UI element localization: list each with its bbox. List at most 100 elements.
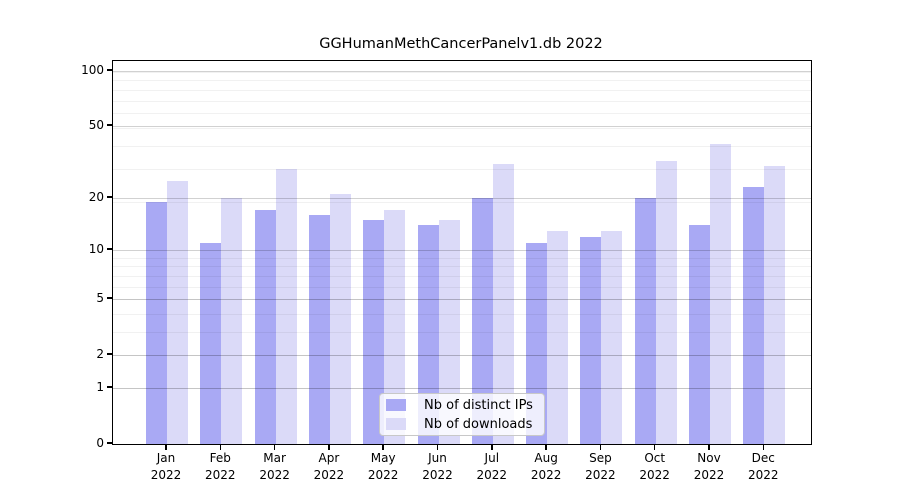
legend: Nb of distinct IPs Nb of downloads bbox=[379, 393, 545, 436]
bar-distinct-ips bbox=[689, 225, 710, 444]
x-tick-month: Nov bbox=[697, 451, 721, 465]
bar-distinct-ips bbox=[146, 201, 167, 444]
x-tick-month: Jul bbox=[484, 451, 500, 465]
x-tick-mark bbox=[436, 444, 439, 450]
chart-title: GGHumanMethCancerPanelv1.db 2022 bbox=[319, 36, 603, 52]
x-tick-year: 2022 bbox=[530, 468, 562, 482]
x-tick-year: 2022 bbox=[476, 468, 508, 482]
x-tick-mark bbox=[273, 444, 276, 450]
gridline-minor bbox=[113, 266, 811, 268]
x-tick-mark bbox=[491, 444, 493, 450]
x-tick-year: 2022 bbox=[693, 468, 725, 482]
legend-label-distinct-ips: Nb of distinct IPs bbox=[424, 397, 533, 413]
x-tick-month: Dec bbox=[751, 451, 775, 465]
gridline-major bbox=[113, 197, 811, 199]
bar-downloads bbox=[710, 143, 731, 444]
legend-swatch-downloads bbox=[386, 418, 406, 430]
gridline-minor bbox=[113, 169, 811, 171]
gridline-minor bbox=[113, 145, 811, 147]
x-tick-label: Nov 2022 bbox=[679, 450, 739, 484]
x-tick-label: Sep 2022 bbox=[570, 450, 630, 484]
x-tick-label: Jan 2022 bbox=[136, 450, 196, 484]
y-tick-label: 10 bbox=[88, 242, 104, 257]
y-tick-label: 20 bbox=[88, 189, 104, 204]
bar-distinct-ips bbox=[471, 197, 493, 444]
bar-downloads bbox=[438, 219, 460, 444]
x-tick-label: Oct 2022 bbox=[625, 450, 685, 484]
legend-swatch-distinct-ips bbox=[386, 399, 406, 411]
y-tick-mark bbox=[107, 248, 112, 250]
gridline-minor bbox=[113, 80, 811, 82]
x-tick-month: Apr bbox=[318, 451, 340, 465]
gridline-minor bbox=[113, 100, 811, 102]
gridline-major bbox=[113, 355, 811, 357]
y-tick-mark bbox=[107, 386, 112, 388]
x-tick-year: 2022 bbox=[313, 468, 345, 482]
x-tick-mark bbox=[762, 444, 765, 450]
bar-downloads bbox=[492, 163, 514, 444]
gridline-major bbox=[113, 126, 811, 128]
gridline-minor bbox=[113, 286, 811, 288]
x-tick-year: 2022 bbox=[748, 468, 779, 482]
bar-downloads bbox=[547, 230, 569, 444]
y-tick-mark bbox=[107, 69, 112, 71]
gridline-major bbox=[113, 387, 811, 389]
bar-downloads bbox=[384, 210, 406, 444]
x-tick-month: May bbox=[370, 451, 396, 465]
gridline-minor bbox=[113, 313, 811, 315]
y-tick-mark bbox=[107, 353, 112, 355]
x-tick-mark bbox=[708, 444, 710, 450]
gridline-minor bbox=[113, 275, 811, 277]
gridline-minor bbox=[113, 387, 811, 389]
x-tick-year: 2022 bbox=[205, 468, 236, 482]
legend-label-downloads: Nb of downloads bbox=[424, 416, 533, 432]
bar-downloads bbox=[764, 166, 786, 444]
gridline-minor bbox=[113, 113, 811, 115]
gridline-major bbox=[113, 70, 811, 72]
x-tick-year: 2022 bbox=[150, 468, 182, 482]
x-tick-month: Jan bbox=[156, 451, 176, 465]
x-tick-year: 2022 bbox=[422, 468, 453, 482]
bar-downloads bbox=[167, 180, 188, 444]
legend-row-distinct-ips: Nb of distinct IPs bbox=[386, 397, 538, 413]
bar-downloads bbox=[275, 169, 297, 444]
x-tick-mark bbox=[165, 444, 167, 450]
bar-distinct-ips bbox=[580, 236, 602, 444]
bar-downloads bbox=[329, 194, 351, 444]
bar-distinct-ips bbox=[254, 210, 276, 444]
x-tick-label: Apr 2022 bbox=[299, 450, 359, 484]
x-tick-month: Aug bbox=[534, 451, 558, 465]
x-tick-label: Feb 2022 bbox=[190, 450, 250, 484]
x-tick-label: Mar 2022 bbox=[245, 450, 305, 484]
x-tick-month: Oct bbox=[644, 451, 666, 465]
gridline-major bbox=[113, 299, 811, 301]
gridline-minor bbox=[113, 257, 811, 259]
x-tick-label: Dec 2022 bbox=[733, 450, 793, 484]
y-tick-mark bbox=[107, 124, 112, 126]
x-tick-month: Mar bbox=[263, 451, 286, 465]
x-tick-label: Jun 2022 bbox=[408, 450, 468, 484]
gridline-minor bbox=[113, 331, 811, 333]
y-tick-mark bbox=[107, 196, 112, 198]
bar-distinct-ips bbox=[363, 219, 385, 444]
x-tick-month: Sep bbox=[589, 451, 612, 465]
gridline-minor bbox=[113, 127, 811, 129]
y-tick-label: 50 bbox=[88, 118, 104, 133]
x-tick-year: 2022 bbox=[259, 468, 290, 482]
bar-distinct-ips bbox=[417, 225, 439, 444]
x-tick-month: Jun bbox=[428, 451, 447, 465]
y-tick-mark bbox=[107, 297, 112, 299]
x-tick-label: May 2022 bbox=[353, 450, 413, 484]
gridline-minor bbox=[113, 299, 811, 301]
x-tick-year: 2022 bbox=[639, 468, 670, 482]
y-tick-label: 2 bbox=[96, 347, 104, 362]
y-tick-label: 0 bbox=[96, 436, 104, 450]
bar-downloads bbox=[221, 197, 243, 444]
bar-distinct-ips bbox=[634, 197, 656, 444]
x-tick-month: Feb bbox=[209, 451, 231, 465]
bar-distinct-ips bbox=[743, 187, 765, 444]
gridline-minor bbox=[113, 71, 811, 73]
gridline-major bbox=[113, 250, 811, 252]
x-tick-label: Jul 2022 bbox=[462, 450, 522, 484]
x-tick-year: 2022 bbox=[367, 468, 399, 482]
